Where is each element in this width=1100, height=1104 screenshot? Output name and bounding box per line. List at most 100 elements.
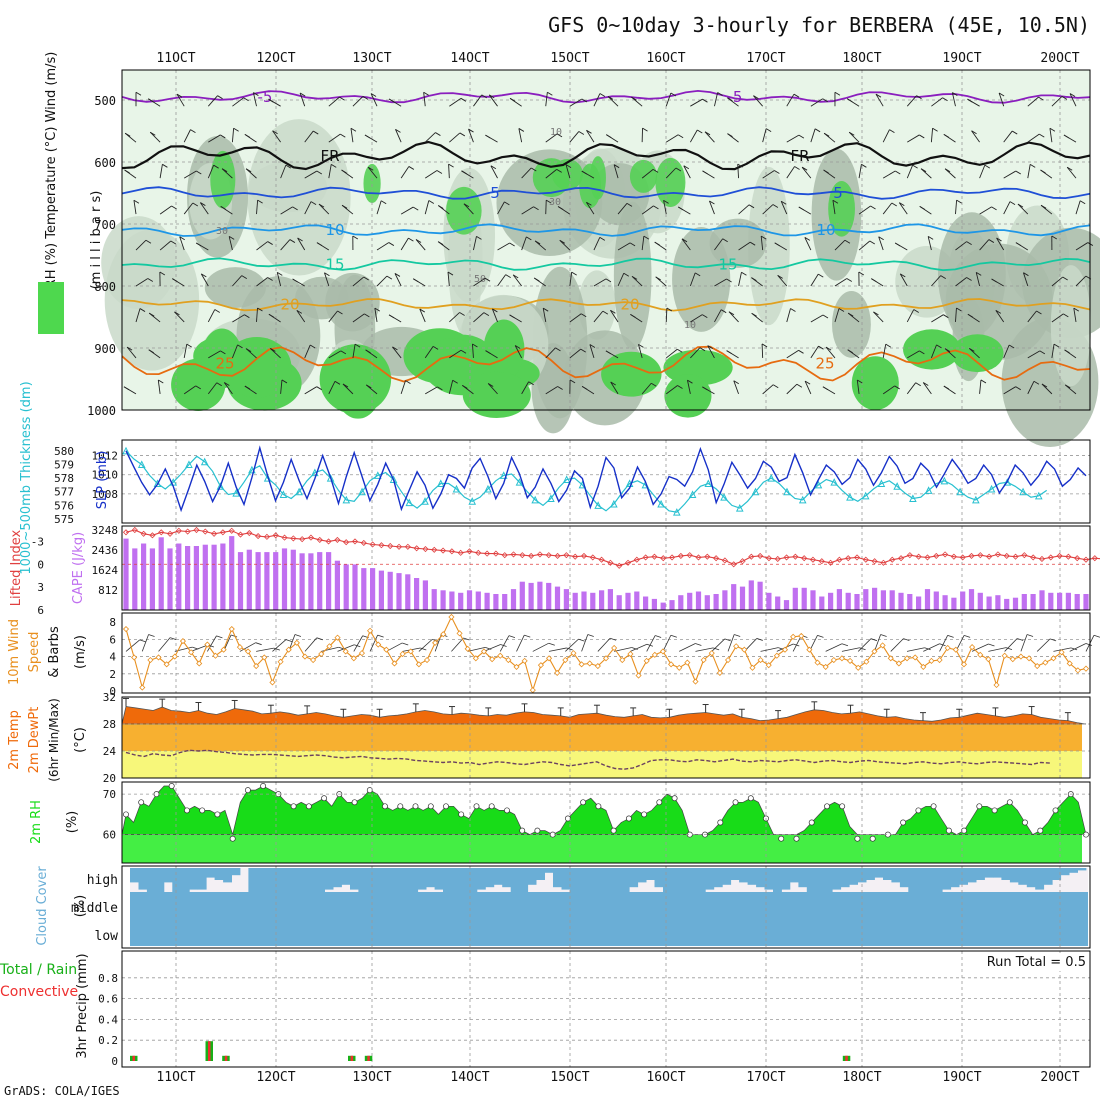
cape-bar [256, 552, 261, 610]
li-tick-label: 6 [37, 604, 44, 617]
wind-barb [988, 648, 1006, 652]
wind-barb-flag [216, 636, 222, 638]
rh-point [642, 812, 647, 817]
cape-bar [247, 550, 252, 610]
cape-bar [951, 598, 956, 610]
wind-barb [826, 644, 842, 652]
thickness-tick-label: 579 [54, 458, 74, 471]
cloud-mid-low-area [130, 892, 1088, 946]
cloud-high-bar [798, 868, 807, 887]
wind-tick-label: 8 [109, 616, 116, 629]
isotherm-label: 5 [833, 184, 843, 202]
cape-bar [264, 552, 269, 610]
rh-point [794, 836, 799, 841]
cape-bar [696, 592, 701, 611]
wind-barb [666, 308, 667, 322]
cloud-high-bar [1044, 868, 1053, 885]
x-date-label-bottom: 16OCT [646, 1070, 685, 1085]
rh-point [443, 804, 448, 809]
precip-tick-label: 0.2 [98, 1034, 118, 1047]
cloud-high-bar [375, 868, 384, 892]
cloud-high-bar [308, 868, 317, 892]
temp-tick-label: 28 [103, 718, 116, 731]
cape-bar [493, 594, 498, 610]
pressure-tick-label: 600 [94, 156, 116, 170]
cloud-high-bar [1010, 868, 1019, 882]
cape-bar [608, 589, 613, 610]
cloud-high-bar [477, 868, 486, 890]
rh-point [718, 820, 723, 825]
cape-bar [476, 592, 481, 611]
wind-speed-point [302, 654, 307, 659]
cape-bar [238, 552, 243, 610]
cloud-high-bar [891, 868, 900, 882]
cloud-high-bar [291, 868, 300, 892]
temp-tick-label: 20 [103, 772, 116, 785]
rh-point [672, 796, 677, 801]
cape-bar [802, 588, 807, 610]
cloud-high-bar [139, 868, 148, 890]
x-date-label-bottom: 17OCT [746, 1070, 785, 1085]
wind-speed-point [677, 665, 682, 670]
chart-title: GFS 0~10day 3-hourly for BERBERA (45E, 1… [548, 13, 1090, 37]
isotherm-label: 5 [490, 184, 500, 202]
cloud-high-bar [790, 868, 799, 882]
footer-credit: GrADS: COLA/IGES [4, 1084, 120, 1098]
wind-speed-point [124, 627, 129, 632]
rh-contour-label: 10 [684, 320, 696, 331]
cloud-high-bar [875, 868, 884, 878]
x-date-label-top: 18OCT [842, 51, 881, 66]
wind-speed-point [799, 633, 804, 638]
cloud-high-bar [164, 868, 173, 882]
cape-bar [1004, 599, 1009, 610]
cloud-high-bar [942, 868, 951, 890]
cape-bar [634, 592, 639, 611]
wind-barb [354, 636, 363, 652]
cape-bar [819, 597, 824, 611]
rh-point [855, 836, 860, 841]
wind-speed-point [555, 670, 560, 675]
slp-axis-label: SLP (mb) [95, 451, 110, 510]
pressure-tick-label: 900 [94, 342, 116, 356]
wind-barb-flag [256, 643, 262, 645]
li-tick-label: 3 [37, 581, 44, 594]
precip-convective-bar [367, 1056, 370, 1061]
cape-bar [898, 593, 903, 610]
cape-bar [520, 582, 525, 610]
cloud-high-bar [282, 868, 291, 892]
temp-axis-label: 2m DewPt [27, 707, 42, 774]
isotherm-label: 20 [620, 296, 639, 314]
temp-axis-label: (6hr Min/Max) [47, 698, 61, 782]
cape-bar [916, 597, 921, 611]
thickness-tick-label: 580 [54, 445, 74, 458]
cape-bar [300, 553, 305, 610]
rh-moist-cell [552, 159, 583, 190]
cloud-high-bar [578, 868, 587, 892]
cloud-high-bar [325, 868, 334, 890]
wind-speed-point [148, 658, 153, 663]
wind-speed-point [498, 653, 503, 658]
wind-barb [517, 635, 525, 651]
wind-barb [1070, 643, 1086, 651]
rh-point [352, 800, 357, 805]
wind-barb [647, 636, 655, 652]
cape-bar [714, 594, 719, 610]
x-date-label-bottom: 18OCT [842, 1070, 881, 1085]
wind-speed-point [660, 649, 665, 654]
wind-barb-flag [964, 635, 970, 637]
wind-barb-flag [402, 643, 408, 645]
rh-moist-cell [590, 156, 606, 200]
cape-bar [1066, 593, 1071, 610]
cloud-high-bar [612, 868, 621, 892]
cloud-high-bar [993, 868, 1002, 878]
x-date-label-top: 14OCT [450, 51, 489, 66]
wind-axis-label: 10m Wind [7, 619, 22, 685]
rh-point [215, 812, 220, 817]
cape-bar [335, 561, 340, 610]
wind-speed-point [742, 647, 747, 652]
li-line [126, 530, 1100, 566]
rh-point [428, 804, 433, 809]
wind-barb-flag [948, 635, 954, 637]
li-tick-label: 0 [37, 558, 44, 571]
